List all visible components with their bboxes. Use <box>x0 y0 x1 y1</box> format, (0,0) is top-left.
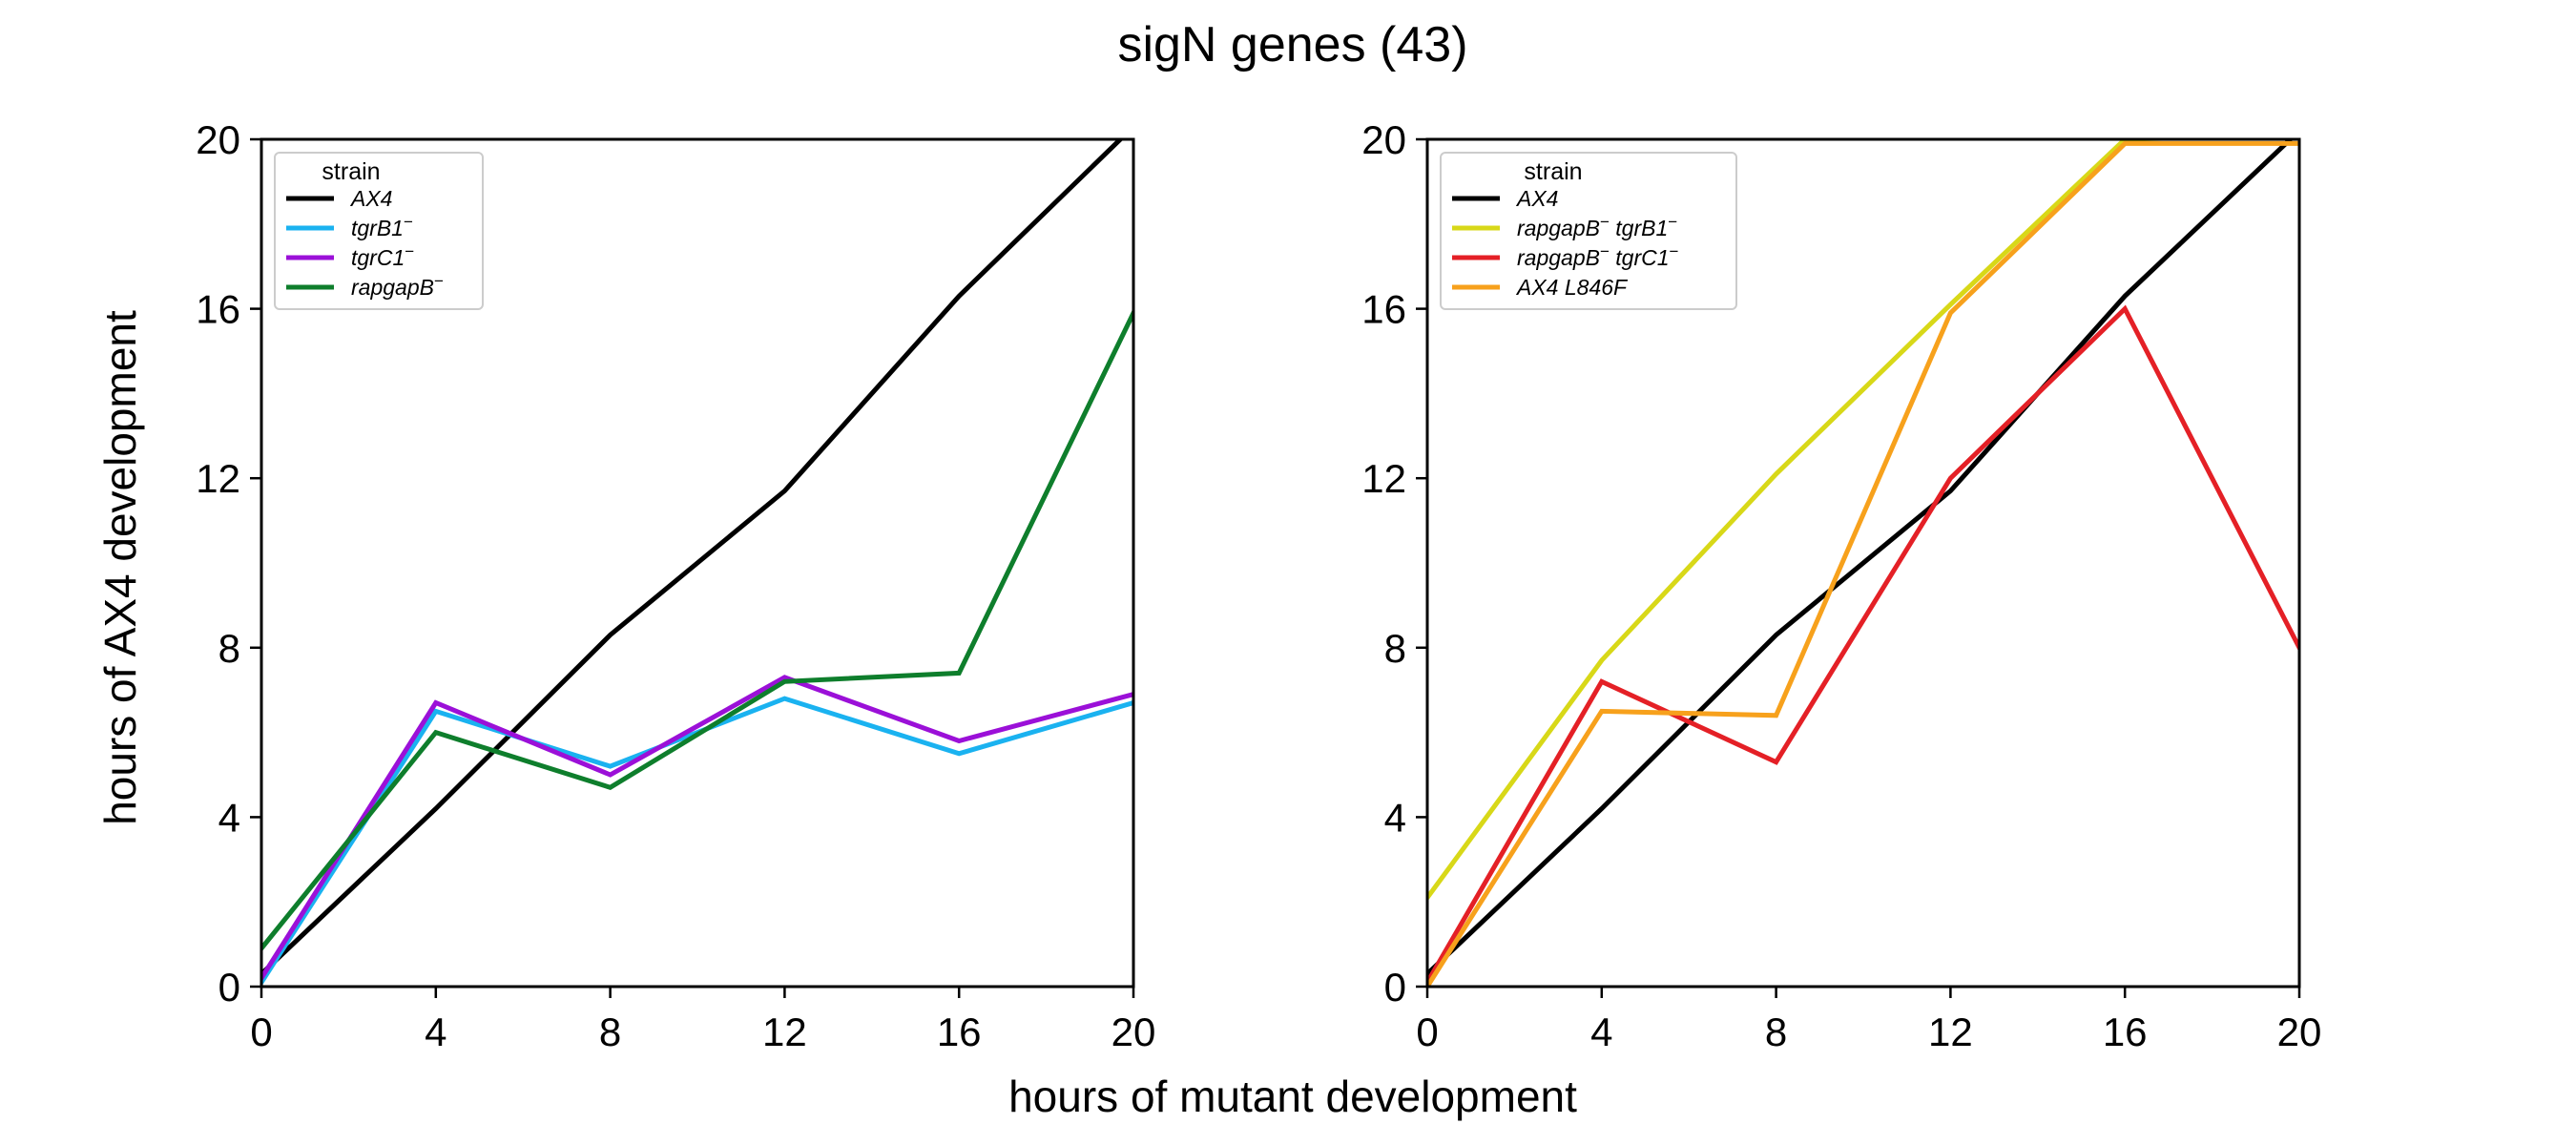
legend-box <box>274 152 484 310</box>
y-tick-label: 12 <box>1361 456 1406 501</box>
y-tick-label: 20 <box>1361 117 1406 162</box>
x-tick-label: 12 <box>762 1010 807 1054</box>
y-tick-label: 12 <box>196 456 240 501</box>
legend-entry-label: AX4 <box>1515 186 1558 211</box>
x-tick-label: 8 <box>1765 1010 1787 1054</box>
x-tick-label: 8 <box>599 1010 621 1054</box>
series-line-rapgapb-tgrb1 <box>1427 139 2225 902</box>
y-tick-label: 0 <box>1384 965 1406 1010</box>
legend-entry-label: AX4 L846F <box>1515 275 1629 300</box>
series-line-ax4-l846f <box>1427 140 2299 987</box>
legend-entry-label: tgrC1− <box>351 242 414 270</box>
series-lines <box>261 139 1133 987</box>
legend-box <box>1440 152 1737 310</box>
x-tick-label: 0 <box>1416 1010 1438 1054</box>
series-lines <box>1427 139 2299 987</box>
legend-entry-label: rapgapB− tgrB1− <box>1517 213 1677 240</box>
x-tick-label: 4 <box>1590 1010 1612 1054</box>
x-tick-label: 16 <box>2103 1010 2148 1054</box>
series-line-rapgapb-tgrc1 <box>1427 304 2299 987</box>
y-tick-label: 16 <box>1361 287 1406 332</box>
y-tick-label: 8 <box>218 626 240 671</box>
y-axis-title: hours of AX4 development <box>95 310 145 825</box>
y-tick-label: 0 <box>218 965 240 1010</box>
left-chart-panel: 0 4 8 12 16 20 0 4 8 12 16 20 strainAX4tgrB1−tgrC1−r… <box>196 117 1155 1054</box>
plot-frame <box>1425 137 2301 989</box>
legend-title: strain <box>322 158 380 185</box>
legend-entry-label: rapgapB− <box>351 272 444 300</box>
legend-entry-label: rapgapB− tgrC1− <box>1517 242 1679 270</box>
x-tick-label: 20 <box>2277 1010 2322 1054</box>
y-tick-label: 4 <box>1384 795 1406 840</box>
y-tick-label: 20 <box>196 117 240 162</box>
y-tick-label: 4 <box>218 795 240 840</box>
x-axis-title: hours of mutant development <box>1008 1072 1577 1121</box>
x-tick-label: 16 <box>937 1010 982 1054</box>
x-tick-label: 20 <box>1111 1010 1156 1054</box>
x-tick-label: 0 <box>250 1010 272 1054</box>
series-line-ax4 <box>261 139 1124 978</box>
figure-title: sigN genes (43) <box>1117 17 1467 73</box>
series-line-ax4 <box>1427 139 2295 978</box>
legend-title: strain <box>1524 158 1582 185</box>
legend-entry-label: tgrB1− <box>351 213 413 240</box>
series-line-tgrc1 <box>261 675 1133 982</box>
series-line-tgrb1 <box>261 696 1133 987</box>
x-tick-label: 4 <box>425 1010 447 1054</box>
legend-entry-label: AX4 <box>349 186 392 211</box>
y-tick-label: 16 <box>196 287 240 332</box>
plot-frame <box>260 137 1135 989</box>
x-tick-label: 12 <box>1928 1010 1973 1054</box>
series-line-rapgapb <box>261 309 1133 952</box>
y-tick-label: 8 <box>1384 626 1406 671</box>
